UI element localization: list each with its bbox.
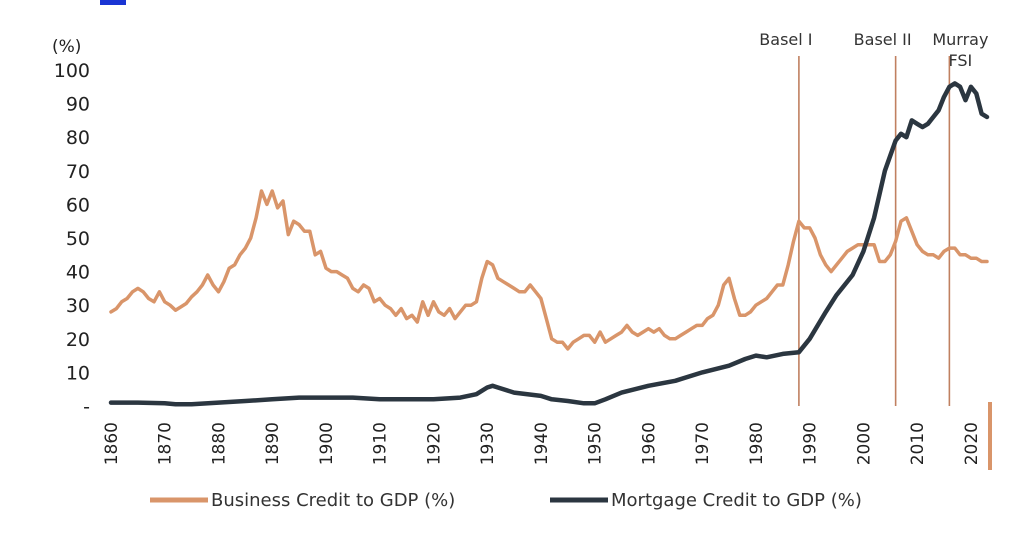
x-tick-label: 1940 (532, 422, 552, 465)
y-tick-label: 50 (66, 228, 90, 250)
x-tick-label: 2000 (854, 422, 874, 465)
y-axis-unit-label: (%) (52, 37, 81, 57)
x-tick-label: 1860 (102, 422, 122, 465)
x-tick-label: 1880 (209, 422, 229, 465)
y-tick-label: 70 (66, 161, 90, 183)
murray-fsi-label: FSI (948, 51, 972, 70)
data-series (108, 81, 990, 407)
basel-2-label: Basel II (854, 30, 912, 49)
x-tick-label: 1950 (586, 422, 606, 465)
murray-fsi-label: Murray (932, 30, 988, 49)
x-tick-label: 2010 (908, 422, 928, 465)
y-axis-ticks: - 10 20 30 40 50 60 70 80 90 100 (54, 60, 90, 418)
x-tick-label: 1890 (263, 422, 283, 465)
y-tick-label: 40 (66, 262, 90, 284)
mortgage-credit-line (108, 81, 990, 407)
right-edge-marker (988, 402, 992, 470)
x-tick-label: 1900 (317, 422, 337, 465)
legend-business-credit-label: Business Credit to GDP (%) (211, 490, 455, 511)
x-tick-label: 1930 (478, 422, 498, 465)
x-tick-label: 1990 (801, 422, 821, 465)
x-axis-ticks: 1860 1870 1880 1890 1900 1910 1920 1930 1940 1950… (102, 422, 982, 465)
x-tick-label: 1870 (156, 422, 176, 465)
legend-mortgage-credit-label: Mortgage Credit to GDP (%) (611, 490, 862, 511)
y-tick-label: - (83, 396, 90, 418)
y-tick-label: 100 (54, 60, 90, 82)
y-tick-label: 80 (66, 127, 90, 149)
event-annotations: Basel I Basel II Murray FSI (759, 30, 988, 406)
y-tick-label: 60 (66, 194, 90, 216)
x-tick-label: 1980 (747, 422, 767, 465)
basel-1-label: Basel I (759, 30, 812, 49)
business-credit-line (109, 189, 989, 351)
x-tick-label: 2020 (962, 422, 982, 465)
y-tick-label: 20 (66, 329, 90, 351)
legend: Business Credit to GDP (%) Mortgage Credi… (150, 490, 862, 511)
x-tick-label: 1920 (424, 422, 444, 465)
y-tick-label: 30 (66, 295, 90, 317)
y-tick-label: 90 (66, 94, 90, 116)
x-tick-label: 1960 (639, 422, 659, 465)
x-tick-label: 1970 (693, 422, 713, 465)
y-tick-label: 10 (66, 362, 90, 384)
cropped-link-fragment (100, 0, 126, 5)
x-tick-label: 1910 (371, 422, 391, 465)
